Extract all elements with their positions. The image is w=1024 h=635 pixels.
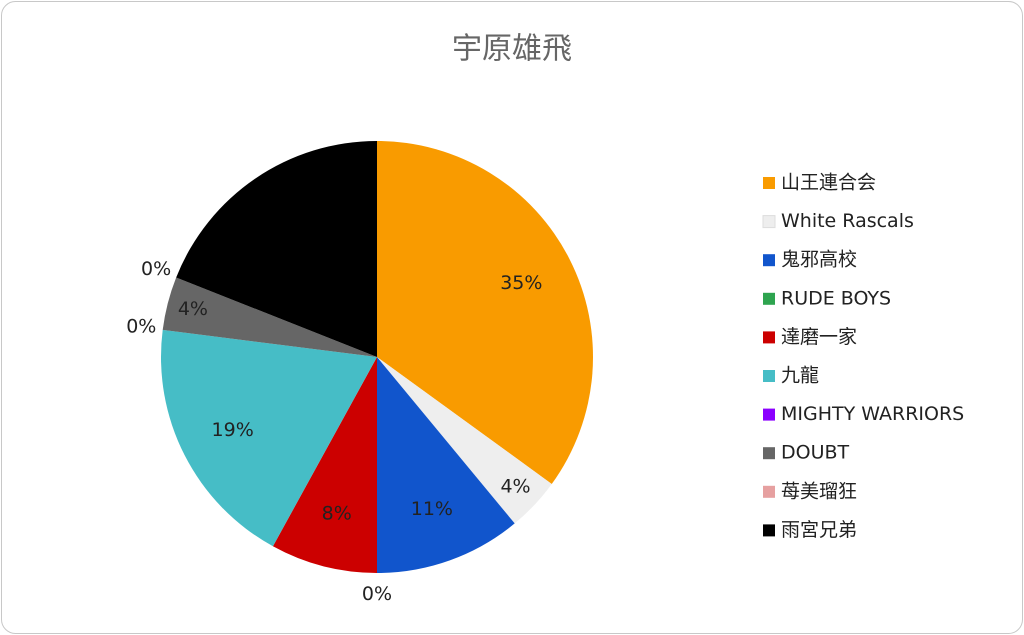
legend-swatch [763,524,775,537]
chart-title: 宇原雄飛 [452,32,572,67]
data-label: 4% [178,298,208,320]
legend-label: RUDE BOYS [781,287,891,309]
legend-label: 鬼邪高校 [781,249,857,271]
data-label: 11% [411,498,453,520]
legend-swatch [763,408,775,421]
legend-label: 雨宮兄弟 [781,519,857,541]
data-label: 0% [362,583,392,605]
legend-swatch [763,331,775,344]
data-label: 0% [141,258,171,280]
pie-slice [176,141,377,357]
legend-label: 達磨一家 [781,326,857,348]
data-label: 0% [126,316,156,338]
data-label: 4% [500,476,530,498]
legend-swatch [763,370,775,382]
legend-label: 苺美瑠狂 [781,480,857,502]
pie-slice [377,357,552,524]
legend-label: 九龍 [781,365,819,387]
legend-swatch [763,485,775,498]
data-label: 35% [500,272,542,294]
legend-label: DOUBT [781,442,850,464]
pie-slice [377,357,515,573]
legend-label: White Rascals [781,210,914,232]
legend-swatch [762,215,776,229]
legend-swatch [763,447,775,460]
legend-label: MIGHTY WARRIORS [781,403,964,425]
pie-slice [272,357,377,573]
legend-swatch [763,292,775,305]
legend-label: 山王連合会 [781,172,876,194]
data-label: 8% [322,502,352,524]
pie-slice [160,329,377,547]
pie-slice [377,141,593,484]
legend-swatch [763,177,775,189]
data-label: 19% [212,419,254,441]
legend-swatch [763,254,775,267]
pie-slice [162,277,377,357]
